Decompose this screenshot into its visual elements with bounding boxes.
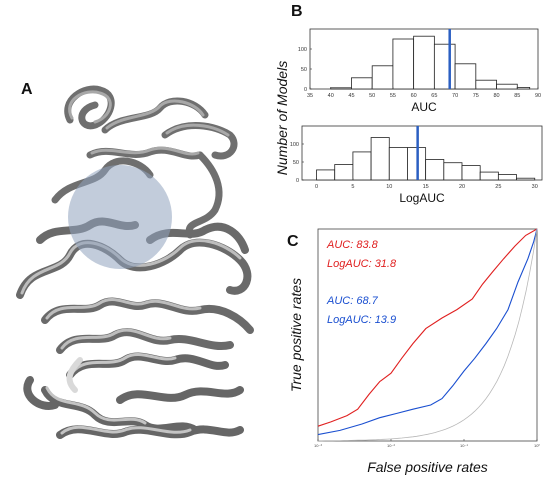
histogram-bar — [330, 87, 352, 90]
panel-b-ylabel: Number of Models — [274, 61, 290, 175]
red-roc-curve — [317, 228, 538, 427]
histogram-bar — [433, 43, 456, 90]
x-tick-label: 10 — [386, 184, 392, 190]
x-tick-label: 85 — [514, 93, 520, 99]
series-annotation: AUC: 83.8 — [326, 239, 379, 251]
x-axis-label: AUC — [411, 100, 437, 114]
histogram-bar — [371, 65, 394, 90]
panel-c-roc: 10⁻³ 10⁻² 10⁻¹ 10⁰ AUC: 83.8 LogAUC: 31.8 AUC:… — [288, 228, 540, 475]
x-tick-label: 10⁻² — [387, 443, 396, 448]
histogram-bar — [475, 79, 497, 90]
x-tick-label: 55 — [390, 93, 396, 99]
y-axis-label: True positive rates — [288, 278, 304, 392]
histogram-bar — [334, 164, 354, 181]
x-tick-label: 10⁻³ — [314, 443, 323, 448]
x-tick-label: 90 — [535, 93, 541, 99]
x-tick-label: 5 — [351, 184, 354, 190]
y-tick-label: 0 — [304, 87, 307, 93]
y-tick-label: 100 — [290, 142, 299, 148]
x-tick-label: 70 — [452, 93, 458, 99]
x-tick-label: 20 — [459, 184, 465, 190]
histogram-bar — [413, 35, 435, 90]
histogram-bar — [370, 137, 390, 181]
histogram-bar — [443, 162, 463, 181]
histogram-bar — [461, 165, 481, 181]
panel-b-label: B — [291, 3, 303, 20]
histogram-bar — [392, 38, 415, 90]
panel-b-histograms: Number of Models 35 40 45 50 55 60 65 70 75 80 85 9… — [274, 28, 543, 205]
y-tick-label: 50 — [293, 160, 299, 166]
x-tick-label: 10⁰ — [534, 443, 540, 448]
protein-structure-image — [16, 85, 254, 439]
histogram-bar — [496, 83, 518, 90]
y-tick-label: 0 — [296, 178, 299, 184]
x-tick-label: 35 — [307, 93, 313, 99]
x-tick-label: 0 — [315, 184, 318, 190]
x-tick-label: 60 — [411, 93, 417, 99]
histogram-bar — [425, 159, 445, 181]
random-roc-curve — [318, 228, 538, 442]
x-tick-label: 75 — [473, 93, 479, 99]
roc-plot: 10⁻³ 10⁻² 10⁻¹ 10⁰ AUC: 83.8 LogAUC: 31.8 AUC:… — [288, 228, 540, 475]
histogram-bar — [516, 87, 531, 90]
histogram-bar — [497, 174, 517, 181]
series-annotation: LogAUC: 13.9 — [327, 314, 396, 326]
y-tick-label: 50 — [301, 67, 307, 73]
histogram-bar — [352, 151, 372, 181]
auc-histogram: 35 40 45 50 55 60 65 70 75 80 85 90 0 50 100 AUC — [298, 28, 541, 114]
x-tick-label: 25 — [495, 184, 501, 190]
x-tick-label: 10⁻¹ — [460, 443, 469, 448]
series-annotation: LogAUC: 31.8 — [327, 258, 397, 270]
panel-a-label: A — [21, 81, 33, 98]
x-tick-label: 15 — [423, 184, 429, 190]
x-axis-label: LogAUC — [399, 191, 445, 205]
x-tick-label: 30 — [532, 184, 538, 190]
panel-c-label: C — [287, 233, 299, 250]
histogram-bar — [351, 77, 373, 90]
x-tick-label: 80 — [493, 93, 499, 99]
binding-site-sphere — [68, 165, 172, 269]
histogram-bar — [388, 147, 408, 181]
x-axis-label: False positive rates — [367, 459, 488, 475]
y-tick-label: 100 — [298, 47, 307, 53]
series-annotation: AUC: 68.7 — [326, 295, 379, 307]
histogram-bar — [454, 63, 477, 90]
logauc-histogram: 0 5 10 15 20 25 30 0 50 100 LogAUC — [290, 125, 543, 205]
histogram-bar — [316, 169, 336, 181]
x-tick-label: 45 — [348, 93, 354, 99]
histogram-bar — [516, 177, 536, 181]
x-tick-label: 65 — [431, 93, 437, 99]
x-tick-label: 50 — [369, 93, 375, 99]
histogram-bar — [479, 171, 499, 181]
blue-roc-curve — [317, 228, 538, 436]
x-tick-label: 40 — [328, 93, 334, 99]
